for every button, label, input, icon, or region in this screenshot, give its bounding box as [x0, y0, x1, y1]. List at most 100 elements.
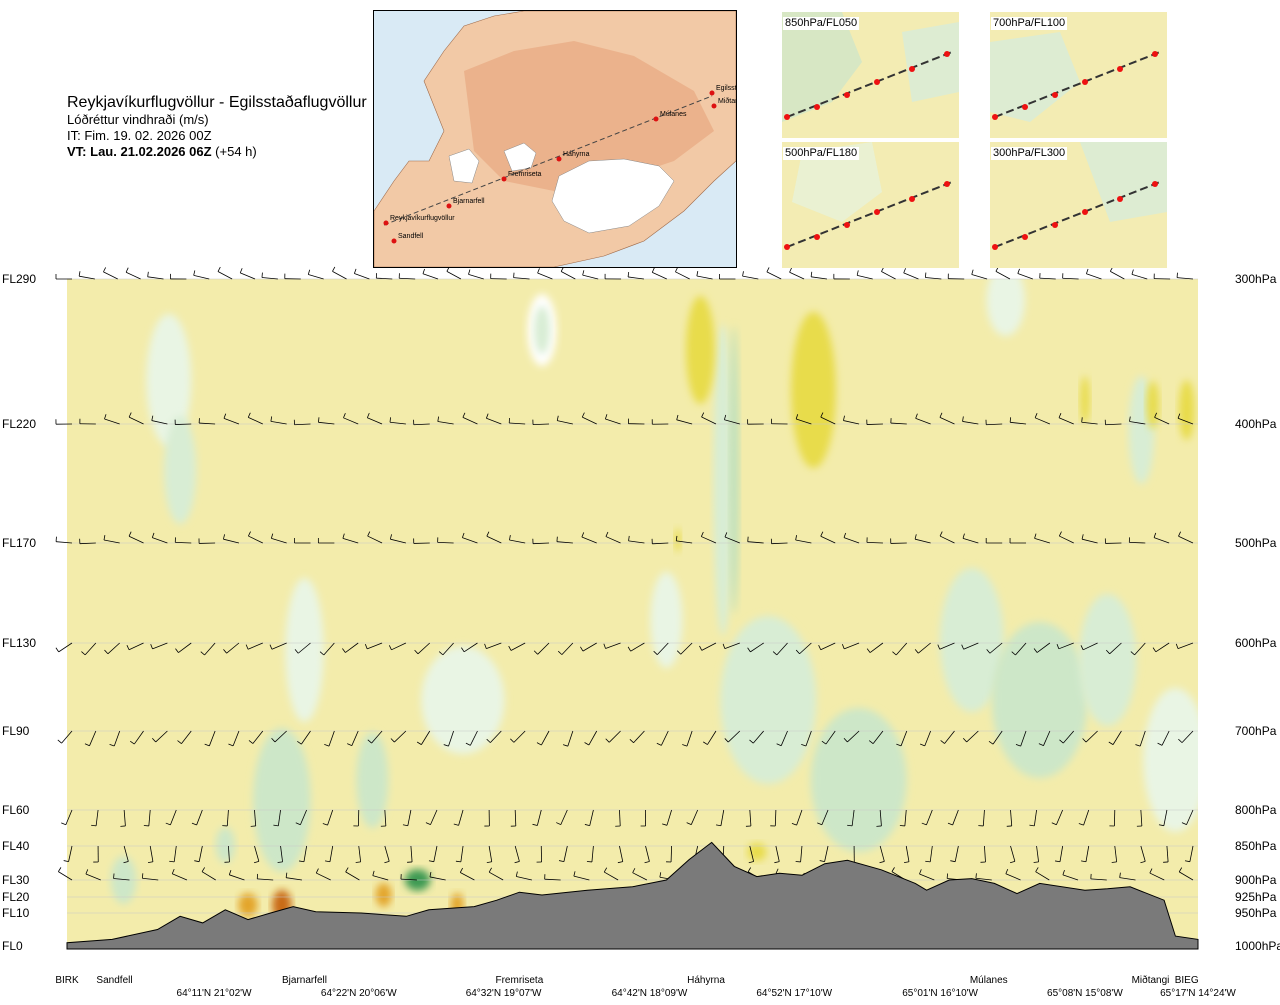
wind-barb — [226, 642, 240, 654]
wind-barb — [628, 276, 644, 280]
wind-barb-feather — [239, 268, 243, 274]
valid-prefix: VT: — [67, 144, 87, 159]
inset-700hpa: 700hPa/FL100 — [990, 12, 1167, 138]
wind-barb — [944, 730, 955, 744]
wind-barb-feather — [891, 867, 895, 872]
wind-barb — [533, 542, 550, 545]
wind-barb — [962, 538, 979, 544]
wind-barb — [89, 730, 97, 746]
inset-500hpa: 500hPa/FL180 — [782, 142, 959, 268]
wind-barb-feather — [1154, 412, 1158, 418]
wind-barb-feather — [747, 867, 752, 872]
coordinate-label: 65°01'N 16°10'W — [902, 988, 978, 999]
wind-barb-feather — [277, 861, 283, 863]
wind-barb — [843, 537, 860, 544]
wind-barb — [633, 730, 645, 743]
wind-barb — [252, 730, 264, 744]
wind-barb-feather — [1175, 643, 1179, 649]
station-label: Miðtangi — [1131, 975, 1170, 986]
inset-700hpa-map — [990, 12, 1167, 138]
wind-barb-feather — [191, 822, 197, 826]
wind-barb-feather — [389, 417, 391, 423]
wind-barb — [541, 730, 550, 746]
wind-barb-feather — [514, 861, 520, 864]
wind-barb-feather — [766, 267, 770, 273]
wind-barb-feather — [1058, 413, 1062, 418]
wind-barb — [248, 416, 263, 425]
wind-barb-feather — [324, 860, 331, 863]
wind-barb — [890, 422, 907, 425]
wind-barb-feather — [141, 873, 144, 879]
wind-barb — [844, 642, 860, 650]
wind-barb — [820, 642, 836, 651]
wind-barb — [430, 809, 438, 825]
wind-barb — [780, 730, 788, 746]
wind-barb — [1058, 642, 1074, 650]
wind-barb-feather — [819, 860, 825, 863]
wind-barb — [1036, 845, 1039, 862]
wind-barb — [918, 642, 931, 654]
wind-barb — [458, 809, 464, 826]
wind-barb — [560, 809, 568, 825]
wind-barb — [925, 277, 942, 280]
velocity-contour — [986, 279, 1025, 336]
wind-barb — [490, 730, 502, 743]
coordinate-label: 64°22'N 20°06'W — [320, 988, 397, 999]
wind-barb — [318, 421, 335, 425]
wind-barb-feather — [676, 414, 679, 420]
wind-barb-feather — [228, 743, 234, 747]
hpa-label: 600hPa — [1235, 636, 1277, 650]
wind-barb — [1010, 421, 1027, 425]
wind-barb-feather — [1153, 532, 1157, 538]
wind-barb-feather — [629, 739, 634, 744]
wind-barb — [676, 419, 693, 425]
wind-barb — [316, 872, 331, 881]
wind-barb-feather — [536, 742, 542, 746]
wind-barb — [1034, 538, 1051, 544]
wind-barb — [652, 271, 667, 280]
wind-barb-feather — [253, 861, 259, 864]
wind-barb-feather — [653, 650, 658, 655]
wind-barb-feather — [355, 861, 361, 863]
wind-barb — [367, 417, 383, 425]
wind-barb-feather — [343, 413, 346, 418]
wind-barb-feather — [508, 645, 512, 651]
velocity-contour — [285, 578, 324, 722]
wind-barb — [421, 730, 431, 745]
wind-barb-feather — [776, 743, 782, 747]
wind-barb — [152, 642, 168, 650]
wind-barb-feather — [696, 271, 699, 277]
fl-label: FL220 — [2, 417, 37, 431]
wind-barb — [720, 809, 725, 826]
wind-barb-feather — [841, 644, 845, 649]
wind-barb-feather — [175, 648, 179, 653]
wind-barb-feather — [1033, 861, 1039, 863]
wind-barb — [286, 877, 303, 881]
wind-barb — [486, 535, 502, 544]
wind-barb — [589, 809, 594, 826]
velocity-contour — [674, 528, 681, 552]
wind-barb — [308, 274, 324, 280]
station-label: Sandfell — [96, 975, 133, 986]
wind-barb-feather — [1149, 868, 1153, 874]
wind-barb-feather — [775, 868, 779, 874]
wind-barb-feather — [1051, 822, 1057, 826]
wind-barb-feather — [428, 860, 434, 863]
inset-850hpa-map — [782, 12, 959, 138]
wind-barb-feather — [285, 872, 288, 878]
wind-barb-feather — [1177, 413, 1181, 419]
wind-barb-feather — [307, 269, 311, 275]
wind-barb — [1081, 421, 1098, 425]
wind-barb — [820, 535, 836, 544]
wind-barb — [148, 809, 151, 826]
wind-barb — [866, 423, 883, 425]
wind-barb — [1189, 845, 1194, 862]
wind-barb-feather — [703, 741, 708, 745]
wind-barb — [367, 535, 383, 544]
wind-barb-feather — [1056, 644, 1060, 649]
wind-barb-feather — [425, 822, 431, 825]
wind-barb — [989, 642, 1003, 654]
wind-barb-feather — [103, 267, 107, 273]
station-label: BIEG — [1174, 975, 1199, 986]
wind-barb — [995, 271, 1011, 280]
